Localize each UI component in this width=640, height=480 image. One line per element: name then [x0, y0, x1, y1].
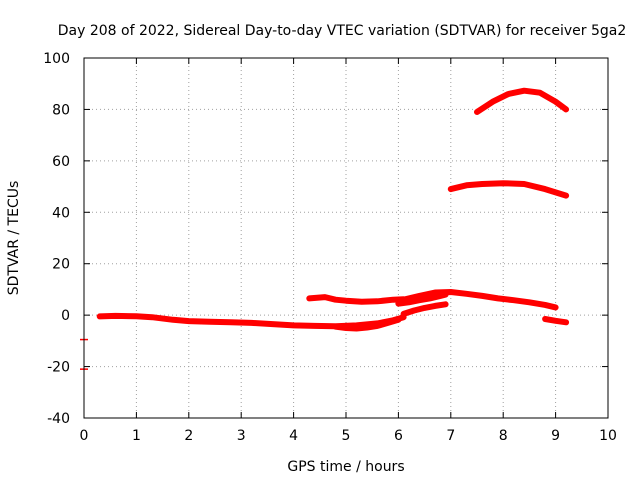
- x-tick-label: 7: [446, 428, 455, 444]
- y-tick-label: -40: [47, 411, 70, 427]
- x-tick-label: 0: [80, 428, 89, 444]
- x-tick-label: 8: [499, 428, 508, 444]
- x-tick-labels: 0 1 2 3 4 5 6 7 8 9 10: [80, 428, 617, 444]
- y-tick-label: 0: [61, 308, 70, 324]
- y-axis-label: SDTVAR / TECUs: [6, 181, 22, 296]
- series-track-c: [395, 291, 449, 307]
- x-axis-label: GPS time / hours: [287, 459, 404, 475]
- x-tick-label: 10: [599, 428, 617, 444]
- y-tick-labels: -40 -20 0 20 40 60 80 100: [43, 51, 70, 427]
- x-tick-label: 6: [394, 428, 403, 444]
- x-tick-label: 9: [551, 428, 560, 444]
- x-tick-label: 4: [289, 428, 298, 444]
- y-tick-label: 60: [52, 154, 70, 170]
- x-tick-label: 1: [132, 428, 141, 444]
- series-track-h: [447, 180, 570, 199]
- series-track-a: [96, 312, 407, 330]
- x-tick-label: 3: [237, 428, 246, 444]
- chart-title: Day 208 of 2022, Sidereal Day-to-day VTE…: [58, 23, 627, 39]
- series-track-f: [400, 289, 559, 311]
- series-track-d: [400, 301, 449, 317]
- series-track-b: [332, 316, 402, 332]
- series-track-i: [474, 87, 570, 115]
- grid-lines: [84, 58, 608, 418]
- series-track-g: [542, 316, 570, 326]
- y-tick-label: -20: [47, 360, 70, 376]
- series-track-e: [306, 294, 407, 305]
- y-tick-label: 80: [52, 102, 70, 118]
- x-tick-label: 2: [184, 428, 193, 444]
- y-tick-label: 20: [52, 257, 70, 273]
- data-series: [80, 87, 570, 370]
- axis-ticks: [83, 57, 609, 419]
- x-tick-label: 5: [342, 428, 351, 444]
- y-tick-label: 100: [43, 51, 70, 67]
- y-tick-label: 40: [52, 205, 70, 221]
